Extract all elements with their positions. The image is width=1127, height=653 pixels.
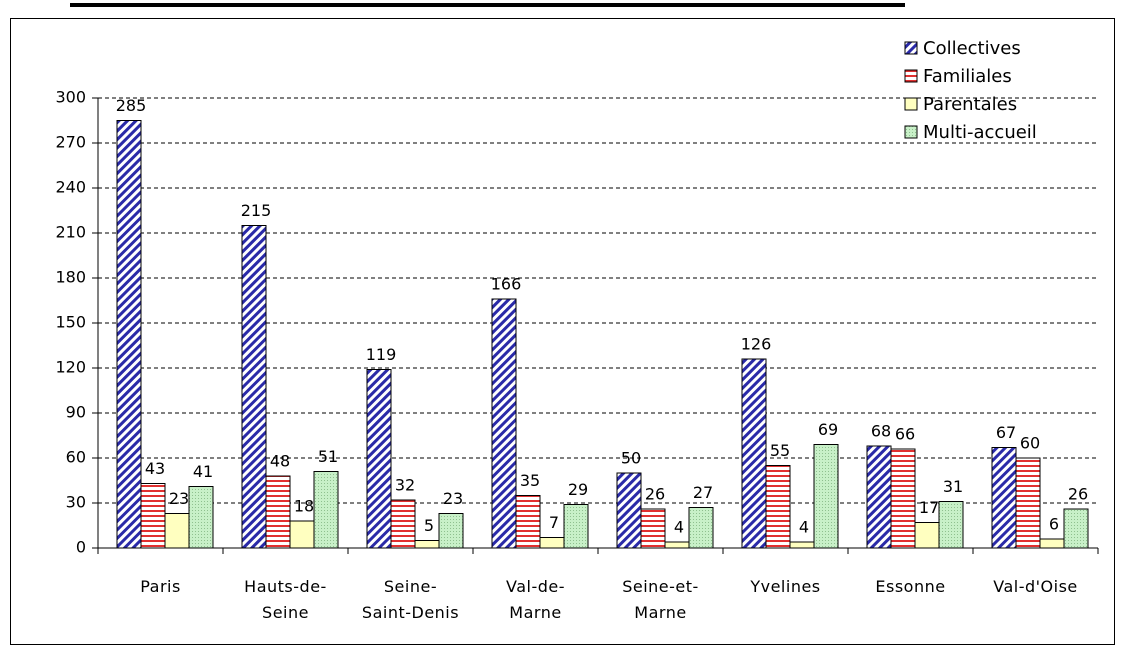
bar xyxy=(313,471,339,549)
bar xyxy=(438,513,464,549)
value-label: 7 xyxy=(549,513,559,532)
value-label: 60 xyxy=(1020,434,1040,453)
bar xyxy=(188,486,214,549)
bar xyxy=(813,444,839,549)
value-label: 23 xyxy=(169,489,189,508)
value-label: 32 xyxy=(395,476,415,495)
bar xyxy=(616,472,642,549)
y-tick-label: 90 xyxy=(66,403,86,422)
bar xyxy=(688,507,714,549)
x-tick-label: Val-d'Oise xyxy=(993,577,1078,596)
value-label: 126 xyxy=(741,335,772,354)
bar xyxy=(491,298,517,549)
bar xyxy=(140,483,166,549)
y-tick-label: 210 xyxy=(55,223,86,242)
bar xyxy=(789,541,815,549)
y-tick-label: 240 xyxy=(55,178,86,197)
bar xyxy=(866,445,892,549)
bar xyxy=(938,501,964,549)
legend-label: Parentales xyxy=(923,94,1017,115)
bar xyxy=(640,508,666,549)
value-label: 17 xyxy=(919,498,939,517)
y-tick-label: 270 xyxy=(55,133,86,152)
value-label: 55 xyxy=(770,441,790,460)
bar xyxy=(664,541,690,549)
bar xyxy=(414,540,440,549)
y-tick-label: 60 xyxy=(66,448,86,467)
bar xyxy=(366,369,392,549)
x-tick-label: Hauts-de- Seine xyxy=(244,577,327,622)
bar xyxy=(116,120,142,549)
legend-swatch xyxy=(904,41,918,55)
value-label: 18 xyxy=(294,497,314,516)
value-label: 4 xyxy=(799,518,809,537)
y-tick-label: 120 xyxy=(55,358,86,377)
legend-label: Collectives xyxy=(923,38,1021,59)
value-label: 69 xyxy=(818,420,838,439)
bar xyxy=(164,513,190,549)
x-tick-label: Seine-et- Marne xyxy=(622,577,699,622)
value-label: 5 xyxy=(424,516,434,535)
value-label: 6 xyxy=(1049,515,1059,534)
value-label: 50 xyxy=(621,449,641,468)
bar xyxy=(289,520,315,549)
value-label: 26 xyxy=(1068,485,1088,504)
bar xyxy=(1015,457,1041,549)
legend-label: Multi-accueil xyxy=(923,122,1037,143)
bar xyxy=(265,475,291,549)
value-label: 23 xyxy=(443,489,463,508)
bar xyxy=(1063,508,1089,549)
value-label: 35 xyxy=(520,471,540,490)
value-label: 4 xyxy=(674,518,684,537)
bar xyxy=(991,447,1017,549)
value-label: 166 xyxy=(491,275,522,294)
x-tick-label: Val-de- Marne xyxy=(506,577,565,622)
y-tick-label: 180 xyxy=(55,268,86,287)
y-tick-label: 0 xyxy=(76,538,86,557)
x-tick-label: Seine- Saint-Denis xyxy=(361,577,460,622)
legend-swatch xyxy=(904,125,918,139)
x-tick-label: Yvelines xyxy=(750,577,821,596)
bar xyxy=(515,495,541,549)
bar xyxy=(914,522,940,549)
value-label: 66 xyxy=(895,425,915,444)
bar xyxy=(765,465,791,549)
legend-label: Familiales xyxy=(923,66,1012,87)
value-label: 285 xyxy=(116,96,147,115)
y-tick-label: 150 xyxy=(55,313,86,332)
value-label: 119 xyxy=(366,345,397,364)
x-tick-label: Paris xyxy=(140,577,181,596)
bar xyxy=(241,225,267,549)
chart-border xyxy=(10,18,1115,645)
bar xyxy=(741,358,767,549)
y-tick-label: 300 xyxy=(55,88,86,107)
y-tick-label: 30 xyxy=(66,493,86,512)
value-label: 27 xyxy=(693,483,713,502)
value-label: 215 xyxy=(241,201,272,220)
value-label: 43 xyxy=(145,459,165,478)
x-tick-label: Essonne xyxy=(875,577,946,596)
value-label: 41 xyxy=(193,462,213,481)
value-label: 67 xyxy=(996,423,1016,442)
bar xyxy=(1039,538,1065,549)
bar xyxy=(890,448,916,549)
value-label: 51 xyxy=(318,447,338,466)
legend-swatch xyxy=(904,97,918,111)
value-label: 48 xyxy=(270,452,290,471)
value-label: 31 xyxy=(943,477,963,496)
bar xyxy=(563,504,589,549)
legend-swatch xyxy=(904,69,918,83)
value-label: 68 xyxy=(871,422,891,441)
value-label: 26 xyxy=(645,485,665,504)
bar xyxy=(539,537,565,549)
bar xyxy=(390,499,416,549)
value-label: 29 xyxy=(568,480,588,499)
